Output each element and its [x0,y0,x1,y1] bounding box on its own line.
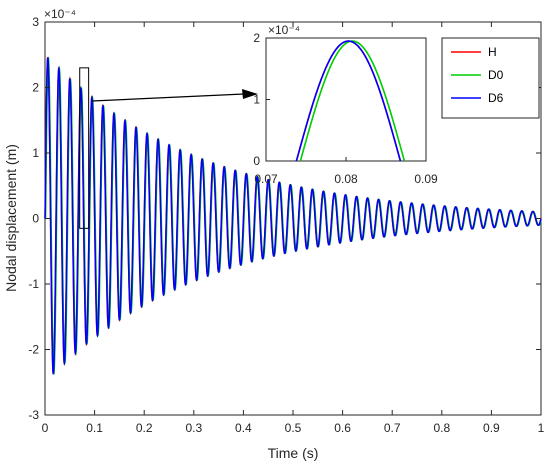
inset-y-tick-label: 1 [253,93,260,107]
x-tick-label: 0.9 [483,421,500,435]
legend-label-d6: D6 [488,91,504,105]
x-tick-label: 0.7 [384,421,401,435]
inset-x-tick-label: 0.09 [414,172,438,186]
y-tick-label: 2 [32,81,39,95]
main-series-group [44,56,542,375]
main-y-exponent: ×10⁻⁴ [44,7,76,21]
x-tick-label: 1 [538,421,545,435]
x-axis-label: Time (s) [268,445,319,461]
x-tick-label: 0.1 [86,421,103,435]
x-tick-label: 0.6 [334,421,351,435]
zoom-arrow [91,89,258,102]
inset-x-tick-label: 0.08 [334,172,358,186]
legend-label-d0: D0 [488,68,504,82]
x-tick-label: 0 [42,421,49,435]
inset-x-tick-label: 0.07 [254,172,278,186]
x-tick-label: 0.5 [285,421,302,435]
inset-y-exponent: ×10⁻⁴ [268,23,300,37]
x-tick-label: 0.3 [185,421,202,435]
x-tick-label: 0.2 [136,421,153,435]
inset-series-line-d0 [299,40,406,161]
y-tick-label: -1 [28,277,39,291]
y-tick-label: 3 [32,15,39,29]
y-tick-label: 0 [32,212,39,226]
y-axis-label: Nodal displacement (m) [3,144,19,292]
x-tick-label: 0.4 [235,421,252,435]
inset-y-tick-label: 2 [253,31,260,45]
zoom-highlight-box [79,67,90,229]
y-tick-label: -3 [28,408,39,422]
inset-series-line-d6 [295,40,402,161]
series-line-d6 [44,57,542,375]
legend-label-h: H [488,45,497,59]
inset-axes-group: 0.07 0.08 0.09 0 1 2 [253,31,438,186]
inset-y-tick-label: 0 [253,154,260,168]
y-tick-label: -2 [28,343,39,357]
inset-series-group [295,40,406,161]
x-tick-label: 0.8 [433,421,450,435]
legend: H D0 D6 [441,37,540,119]
y-tick-label: 1 [32,146,39,160]
inset-plot-area [265,37,427,162]
main-axes-group: 0 0.1 0.2 0.3 0.4 0.5 0.6 0.7 0.8 0.9 1 -3 -2 -1 0 1 2 3 [28,15,544,435]
